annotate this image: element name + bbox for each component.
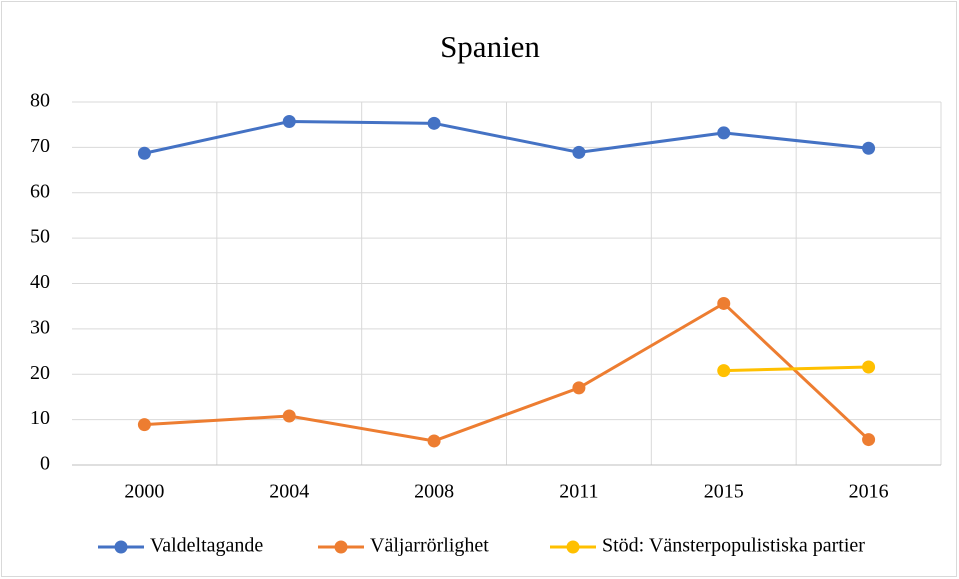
legend-label: Väljarrörlighet [370,535,489,557]
data-point [717,364,731,378]
x-tick-label: 2015 [704,481,744,503]
legend-marker [114,540,128,554]
legend-label: Stöd: Vänsterpopulistiska partier [602,535,865,557]
x-tick-label: 2000 [124,481,164,503]
y-tick-label: 80 [30,90,50,112]
x-tick-label: 2004 [269,481,309,503]
y-tick-label: 40 [30,271,50,293]
y-tick-label: 70 [30,135,50,157]
data-point [717,126,731,140]
y-tick-label: 10 [30,407,50,429]
data-point [427,434,441,448]
y-tick-label: 50 [30,226,50,248]
data-point [572,145,586,159]
legend-label: Valdeltagande [150,535,263,557]
y-tick-label: 30 [30,316,50,338]
legend-marker [566,540,580,554]
data-point [862,141,876,155]
x-tick-label: 2016 [849,481,889,503]
x-tick-label: 2011 [559,481,598,503]
data-point [282,115,296,129]
data-point [717,296,731,310]
data-point [862,433,876,447]
series-line [723,365,869,373]
data-point [282,409,296,423]
chart-title: Spanien [440,29,540,64]
x-tick-label: 2008 [414,481,454,503]
series-line [144,301,870,443]
series-line [144,120,869,155]
data-point [137,146,151,160]
y-tick-label: 0 [40,453,50,475]
data-point [862,360,876,374]
y-tick-label: 60 [30,180,50,202]
data-point [137,418,151,432]
y-tick-label: 20 [30,362,50,384]
data-point [427,116,441,130]
legend-marker [334,540,348,554]
data-point [572,381,586,395]
